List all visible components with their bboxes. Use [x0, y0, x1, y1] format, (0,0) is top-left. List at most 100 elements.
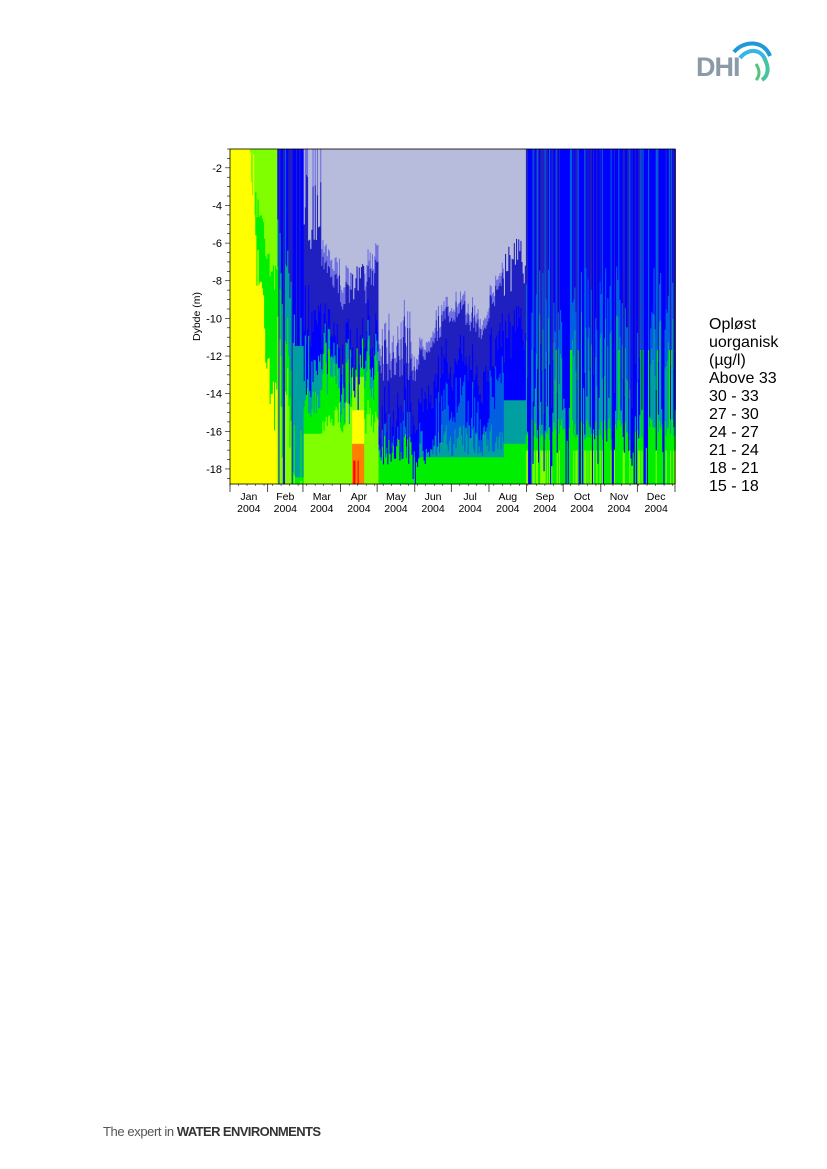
heatmap-cell	[347, 149, 350, 269]
heatmap-cell	[444, 358, 446, 410]
heatmap-cell	[434, 337, 437, 375]
heatmap-cell	[532, 463, 534, 485]
heatmap-cell	[670, 149, 672, 366]
heatmap-cell	[594, 400, 596, 440]
heatmap-cell	[516, 443, 518, 485]
heatmap-cell	[390, 361, 393, 379]
heatmap-cell	[450, 149, 452, 312]
heatmap-cell	[390, 149, 393, 362]
heatmap-cell	[280, 356, 283, 407]
heatmap-cell	[545, 432, 548, 451]
heatmap-cell	[624, 347, 627, 423]
heatmap-cell	[434, 435, 437, 458]
heatmap-cell	[255, 149, 257, 193]
heatmap-cell	[470, 457, 473, 485]
heatmap-cell	[456, 149, 459, 308]
heatmap-cell	[617, 420, 619, 451]
heatmap-cell	[648, 350, 650, 485]
heatmap-cell	[621, 149, 624, 304]
heatmap-cell	[586, 149, 588, 360]
heatmap-cell	[349, 369, 352, 408]
heatmap-cell	[516, 400, 518, 445]
heatmap-cell	[305, 394, 308, 435]
heatmap-cell	[239, 149, 242, 485]
heatmap-cell	[360, 460, 363, 485]
heatmap-cell	[486, 381, 488, 428]
heatmap-cell	[311, 409, 313, 435]
heatmap-cell	[561, 450, 563, 485]
heatmap-cell	[512, 443, 515, 485]
heatmap-cell	[662, 452, 664, 485]
heatmap-cell	[418, 458, 420, 485]
heatmap-cell	[457, 457, 460, 485]
heatmap-cell	[660, 427, 662, 451]
heatmap-cell	[543, 471, 545, 485]
heatmap-cell	[631, 149, 633, 408]
heatmap-cell	[542, 450, 544, 485]
heatmap-cell	[355, 410, 357, 445]
heatmap-cell	[650, 419, 652, 451]
heatmap-cell	[610, 269, 613, 332]
heatmap-cell	[381, 429, 384, 448]
heatmap-cell	[424, 349, 427, 361]
heatmap-cell	[352, 149, 354, 275]
heatmap-cell	[654, 427, 657, 451]
x-tick-label-year: 2004	[570, 503, 594, 515]
heatmap-cell	[654, 375, 657, 429]
heatmap-cell	[250, 149, 253, 183]
heatmap-cell	[332, 377, 334, 427]
heatmap-cell	[484, 370, 486, 426]
heatmap-cell	[298, 149, 300, 347]
heatmap-cell	[320, 182, 322, 305]
heatmap-cell	[517, 400, 519, 445]
heatmap-cell	[473, 317, 475, 329]
heatmap-cell	[450, 457, 452, 485]
heatmap-cell	[562, 428, 564, 451]
heatmap-cell	[479, 328, 482, 395]
heatmap-cell	[490, 149, 493, 287]
heatmap-cell	[302, 149, 305, 347]
heatmap-cell	[368, 355, 371, 415]
heatmap-cell	[589, 437, 592, 451]
heatmap-cell	[364, 418, 366, 485]
heatmap-cell	[245, 149, 247, 485]
x-tick-label-year: 2004	[421, 503, 445, 515]
heatmap-cell	[336, 344, 339, 365]
heatmap-cell	[486, 315, 488, 326]
heatmap-cell	[440, 336, 442, 379]
heatmap-cell	[378, 361, 380, 427]
legend: Opløst uorganisk (µg/l) Above 33 30 - 33…	[709, 316, 827, 491]
heatmap-cell	[343, 388, 345, 409]
heatmap-cell	[546, 433, 549, 451]
heatmap-cell	[532, 401, 534, 465]
heatmap-cell	[354, 443, 356, 461]
heatmap-cell	[620, 426, 622, 451]
heatmap-cell	[331, 149, 333, 261]
heatmap-cell	[304, 400, 307, 435]
heatmap-cell	[436, 373, 439, 448]
heatmap-cell	[364, 273, 366, 291]
heatmap-cell	[325, 260, 328, 323]
heatmap-cell	[489, 457, 492, 485]
heatmap-cell	[313, 309, 316, 361]
heatmap-cell	[390, 461, 393, 485]
heatmap-cell	[523, 400, 526, 445]
heatmap-cell	[502, 278, 505, 332]
heatmap-cell	[362, 149, 364, 265]
heatmap-cell	[441, 346, 443, 396]
heatmap-cell	[397, 326, 399, 344]
heatmap-cell	[524, 400, 527, 445]
heatmap-cell	[439, 452, 441, 458]
heatmap-cell	[462, 361, 464, 387]
heatmap-cell	[266, 368, 268, 485]
heatmap-cell	[270, 394, 273, 485]
heatmap-cell	[366, 331, 368, 352]
heatmap-cell	[474, 149, 476, 306]
heatmap-cell	[596, 149, 598, 331]
heatmap-cell	[411, 149, 413, 355]
heatmap-cell	[429, 149, 431, 343]
heatmap-cell	[305, 174, 308, 345]
heatmap-cell	[478, 446, 481, 458]
heatmap-cell	[649, 149, 651, 373]
heatmap-cell	[574, 330, 576, 425]
